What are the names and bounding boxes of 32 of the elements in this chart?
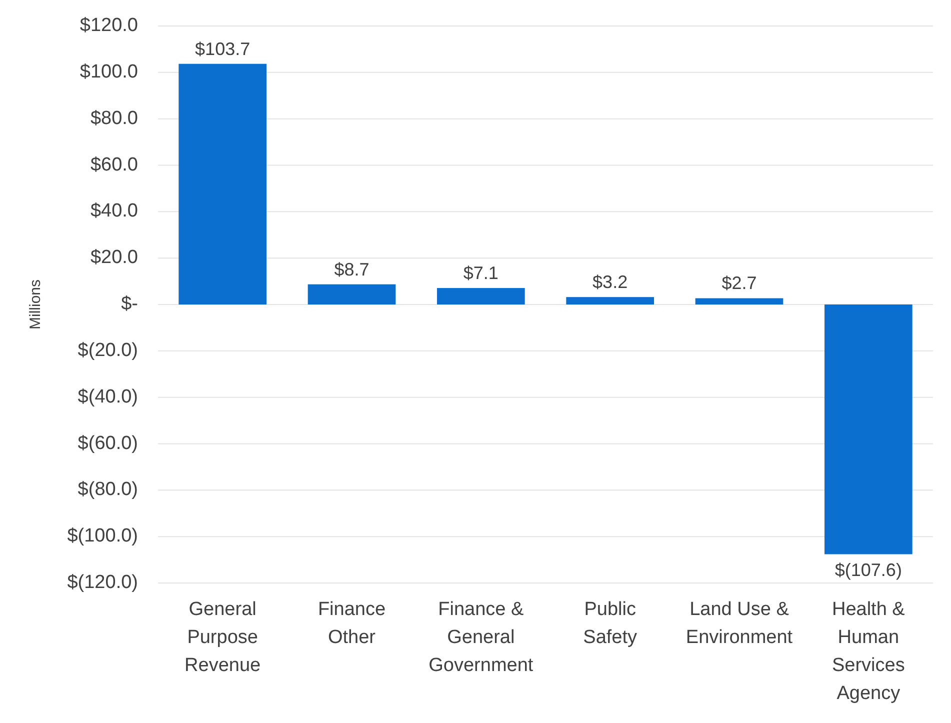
- y-tick-label: $(20.0): [78, 340, 138, 361]
- y-tick-label: $(120.0): [67, 572, 138, 594]
- bar: [824, 304, 912, 554]
- y-tick-label: $-: [121, 294, 138, 315]
- y-tick-label: $(100.0): [67, 526, 138, 547]
- y-tick-label: $100.0: [80, 61, 138, 82]
- bar: [437, 288, 525, 304]
- data-label: $2.7: [722, 273, 757, 294]
- y-tick-label: $(60.0): [78, 432, 138, 454]
- y-tick-label: $(80.0): [78, 479, 138, 500]
- y-axis-title: Millions: [27, 279, 44, 330]
- data-label: $3.2: [592, 272, 628, 292]
- y-tick-label: $60.0: [90, 154, 138, 176]
- bar: [178, 64, 266, 304]
- x-tick-label: Land Use & Environment: [686, 599, 794, 648]
- y-tick-label: $80.0: [90, 108, 138, 129]
- y-tick-label: $40.0: [90, 200, 138, 222]
- y-tick-label: $20.0: [90, 247, 138, 268]
- bar: [566, 297, 654, 304]
- bar: [308, 284, 396, 304]
- y-tick-label: $(40.0): [78, 386, 138, 408]
- x-tick-label: General Purpose Revenue: [184, 599, 261, 676]
- x-tick-label: Health & Human Services Agency: [832, 599, 906, 704]
- x-tick-label: Finance Other: [318, 599, 386, 648]
- data-label: $(107.6): [834, 560, 902, 580]
- bar: [695, 298, 784, 304]
- data-label: $103.7: [195, 38, 250, 59]
- data-label: $7.1: [463, 263, 498, 284]
- x-tick-label: Public Safety: [583, 599, 638, 648]
- x-tick-label: Finance & General Government: [428, 599, 534, 676]
- data-label: $8.7: [334, 259, 370, 280]
- y-tick-label: $120.0: [80, 15, 138, 36]
